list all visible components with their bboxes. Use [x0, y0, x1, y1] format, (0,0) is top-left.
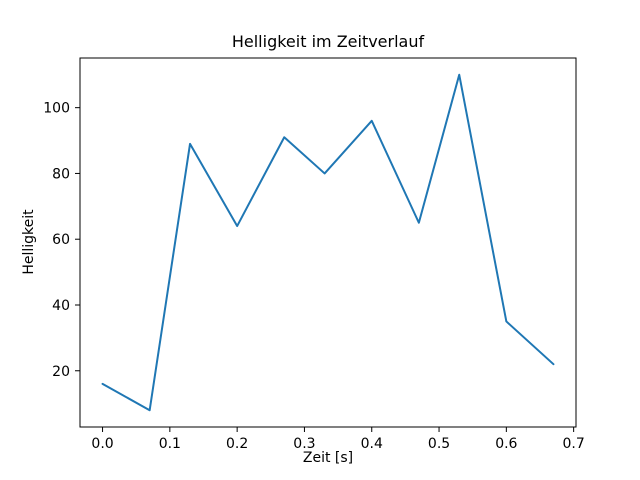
x-tick-label: 0.1 — [159, 436, 181, 452]
x-tick-label: 0.6 — [495, 436, 517, 452]
x-tick-label: 0.0 — [91, 436, 113, 452]
chart-title: Helligkeit im Zeitverlauf — [231, 32, 425, 51]
data-line-series — [101, 73, 555, 412]
y-tick-label: 100 — [43, 101, 70, 117]
y-tick-label: 40 — [52, 298, 70, 314]
y-tick-label: 80 — [52, 166, 70, 182]
y-axis-label: Helligkeit — [21, 209, 37, 275]
x-tick-label: 0.7 — [563, 436, 585, 452]
x-tick-label: 0.3 — [293, 436, 315, 452]
x-tick-label: 0.5 — [428, 436, 450, 452]
y-tick-label: 20 — [52, 364, 70, 380]
x-tick-label: 0.2 — [226, 436, 248, 452]
x-tick-label: 0.4 — [361, 436, 383, 452]
axes-spines — [79, 57, 577, 428]
x-axis-label: Zeit [s] — [302, 450, 354, 466]
y-tick-label: 60 — [52, 232, 70, 248]
